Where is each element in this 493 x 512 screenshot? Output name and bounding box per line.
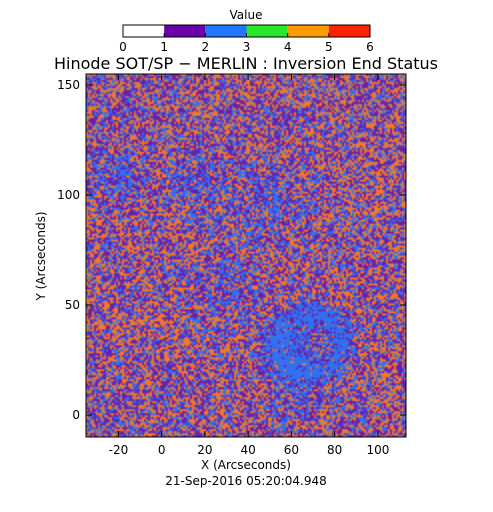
x-tick-label: 60 [284,443,299,457]
colorbar-segment-2 [205,25,247,37]
y-tick-label: 50 [65,298,80,312]
colorbar-segment-4 [287,25,329,37]
timestamp-footer: 21-Sep-2016 05:20:04.948 [165,474,327,488]
colorbar-segments [123,25,370,37]
y-axis-label: Y (Arcseconds) [34,211,48,301]
x-tick-label: 20 [197,443,212,457]
x-tick-label: -20 [109,443,129,457]
colorbar-tick-label: 5 [325,40,333,54]
heatmap-image [86,74,406,437]
y-tick-label: 100 [57,188,80,202]
colorbar-tick-label: 2 [202,40,210,54]
y-tick-label: 0 [72,408,80,422]
colorbar-segment-1 [164,25,206,37]
x-tick-label: 80 [327,443,342,457]
x-tick-label: 0 [158,443,166,457]
colorbar: Value 0 1 2 3 4 5 6 [119,8,374,54]
plot-area: -20 0 20 40 60 80 100 0 50 100 150 [57,73,407,457]
colorbar-tick-label: 6 [366,40,374,54]
y-axis-ticks: 0 50 100 150 [57,78,406,422]
x-tick-label: 100 [366,443,389,457]
x-tick-label: 40 [241,443,256,457]
colorbar-tick-label: 1 [160,40,168,54]
colorbar-tick-label: 3 [243,40,251,54]
colorbar-segment-0 [123,25,165,37]
colorbar-segment-3 [246,25,288,37]
colorbar-label: Value [230,8,263,22]
x-axis-ticks: -20 0 20 40 60 80 100 [109,74,389,457]
colorbar-tick-label: 0 [119,40,127,54]
colorbar-segment-5 [328,25,370,37]
x-axis-label: X (Arcseconds) [201,458,291,472]
plot-frame [85,73,407,438]
chart-title: Hinode SOT/SP − MERLIN : Inversion End S… [54,54,438,73]
colorbar-tick-label: 4 [284,40,292,54]
y-tick-label: 150 [57,78,80,92]
colorbar-ticks: 0 1 2 3 4 5 6 [119,33,374,54]
